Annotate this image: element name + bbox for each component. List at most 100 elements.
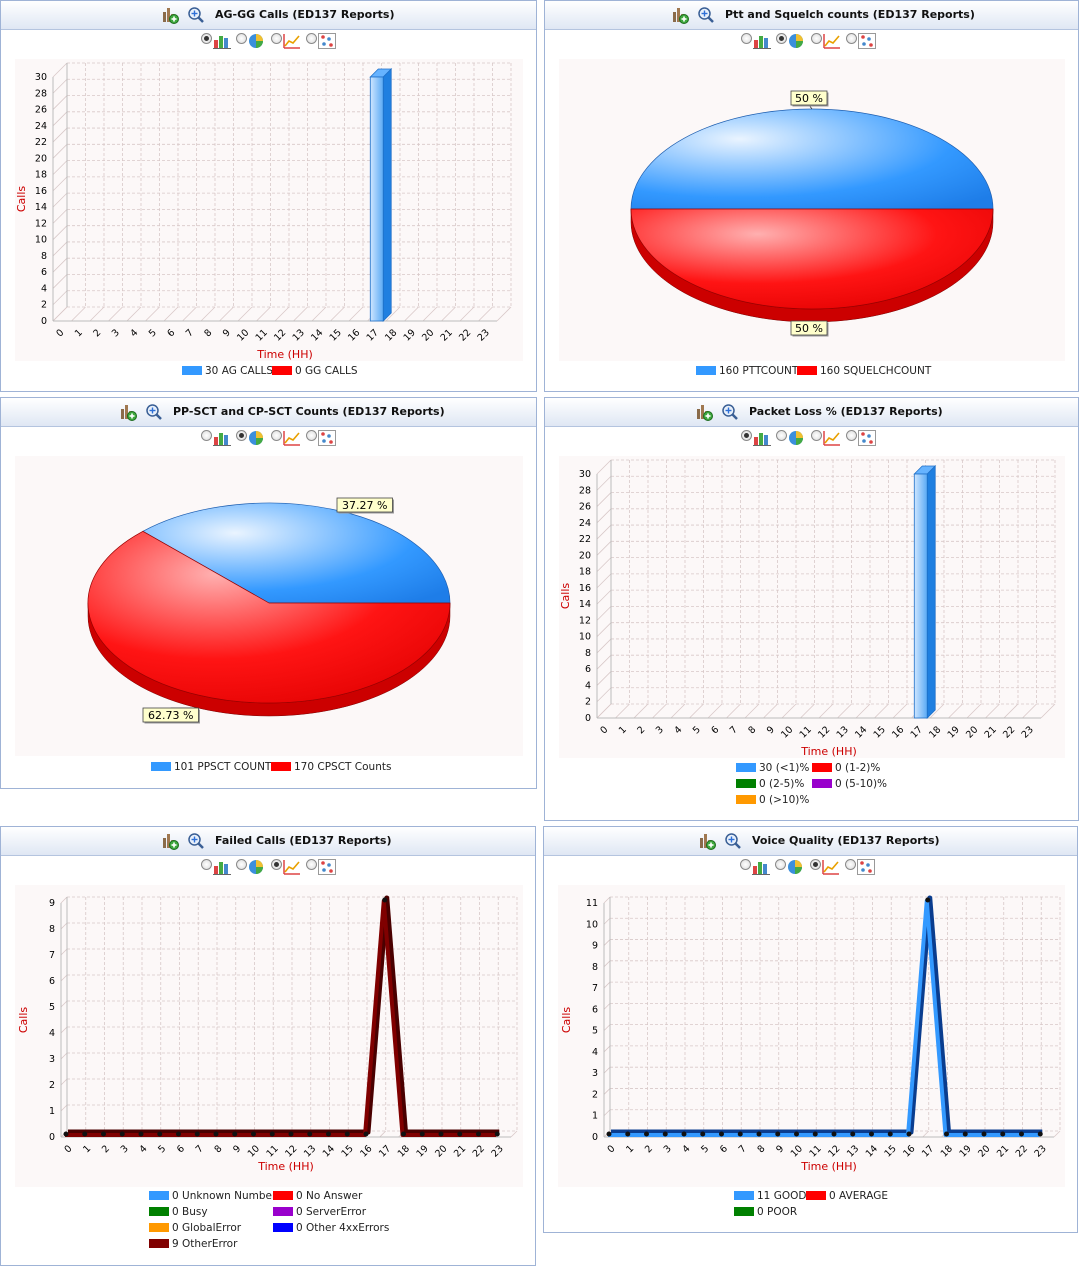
chart-type-radio[interactable] (776, 33, 787, 44)
chart-type-radio[interactable] (271, 33, 282, 44)
scatter-chart-icon[interactable] (858, 33, 876, 49)
chart-type-option-pie-chart[interactable] (236, 428, 284, 448)
chart-type-option-pie-chart[interactable] (776, 428, 824, 448)
chart-type-radio[interactable] (741, 33, 752, 44)
export-icon[interactable] (671, 6, 689, 24)
chart-type-radio[interactable] (776, 430, 787, 441)
legend-item[interactable]: 0 (>10)% (736, 794, 809, 806)
chart-type-option-line-chart[interactable] (811, 428, 859, 448)
chart-type-radio[interactable] (306, 859, 317, 870)
chart-type-option-scatter-chart[interactable] (306, 428, 354, 448)
chart-type-option-scatter-chart[interactable] (845, 857, 893, 877)
pie-chart-icon[interactable] (248, 859, 266, 875)
line-chart-icon[interactable] (823, 430, 841, 446)
chart-type-radio[interactable] (306, 430, 317, 441)
legend-item[interactable]: 0 POOR (734, 1206, 797, 1218)
line-chart-icon[interactable] (283, 33, 301, 49)
chart-type-option-bar-chart[interactable] (201, 857, 249, 877)
chart-type-radio[interactable] (236, 430, 247, 441)
bar-chart-icon[interactable] (213, 430, 231, 446)
legend-item[interactable]: 0 GlobalError (149, 1222, 241, 1234)
bar-chart-icon[interactable] (213, 859, 231, 875)
chart-type-radio[interactable] (775, 859, 786, 870)
scatter-chart-icon[interactable] (318, 430, 336, 446)
chart-type-radio[interactable] (811, 430, 822, 441)
chart-type-option-line-chart[interactable] (810, 857, 858, 877)
zoom-icon[interactable] (721, 403, 739, 421)
pie-chart-icon[interactable] (788, 430, 806, 446)
chart-type-option-scatter-chart[interactable] (846, 31, 894, 51)
chart-type-radio[interactable] (201, 859, 212, 870)
chart-type-radio[interactable] (740, 859, 751, 870)
legend-item[interactable]: 0 No Answer (273, 1190, 362, 1202)
chart-type-option-line-chart[interactable] (271, 857, 319, 877)
legend-item[interactable]: 170 CPSCT Counts (271, 761, 391, 773)
legend-item[interactable]: 0 AVERAGE (806, 1190, 888, 1202)
chart-type-radio[interactable] (201, 430, 212, 441)
line-chart-icon[interactable] (283, 430, 301, 446)
chart-type-radio[interactable] (811, 33, 822, 44)
chart-type-radio[interactable] (846, 430, 857, 441)
scatter-chart-icon[interactable] (858, 430, 876, 446)
legend-item[interactable]: 0 ServerError (273, 1206, 366, 1218)
export-icon[interactable] (119, 403, 137, 421)
chart-type-option-bar-chart[interactable] (201, 428, 249, 448)
zoom-icon[interactable] (187, 832, 205, 850)
chart-type-option-line-chart[interactable] (271, 428, 319, 448)
legend-item[interactable]: 0 (2-5)% (736, 778, 804, 790)
legend-item[interactable]: 160 PTTCOUNT (696, 365, 798, 377)
bar-chart-icon[interactable] (753, 33, 771, 49)
chart-type-option-pie-chart[interactable] (236, 857, 284, 877)
pie-chart-icon[interactable] (248, 430, 266, 446)
zoom-icon[interactable] (187, 6, 205, 24)
chart-type-radio[interactable] (741, 430, 752, 441)
legend-item[interactable]: 0 Unknown Number (149, 1190, 276, 1202)
line-chart-icon[interactable] (823, 33, 841, 49)
line-chart-icon[interactable] (822, 859, 840, 875)
chart-type-radio[interactable] (306, 33, 317, 44)
chart-type-option-bar-chart[interactable] (741, 428, 789, 448)
legend-item[interactable]: 30 AG CALLS (182, 365, 273, 377)
bar-chart-icon[interactable] (753, 430, 771, 446)
scatter-chart-icon[interactable] (318, 859, 336, 875)
legend-item[interactable]: 0 Other 4xxErrors (273, 1222, 389, 1234)
export-icon[interactable] (698, 832, 716, 850)
pie-chart-icon[interactable] (787, 859, 805, 875)
zoom-icon[interactable] (724, 832, 742, 850)
chart-type-radio[interactable] (236, 33, 247, 44)
chart-type-option-line-chart[interactable] (811, 31, 859, 51)
export-icon[interactable] (161, 6, 179, 24)
legend-item[interactable]: 0 Busy (149, 1206, 208, 1218)
pie-chart-icon[interactable] (248, 33, 266, 49)
chart-type-option-scatter-chart[interactable] (306, 31, 354, 51)
legend-item[interactable]: 0 GG CALLS (272, 365, 358, 377)
legend-item[interactable]: 9 OtherError (149, 1238, 237, 1250)
chart-type-option-bar-chart[interactable] (741, 31, 789, 51)
legend-item[interactable]: 11 GOOD (734, 1190, 806, 1202)
chart-type-radio[interactable] (201, 33, 212, 44)
export-icon[interactable] (161, 832, 179, 850)
chart-type-option-scatter-chart[interactable] (306, 857, 354, 877)
scatter-chart-icon[interactable] (857, 859, 875, 875)
scatter-chart-icon[interactable] (318, 33, 336, 49)
legend-item[interactable]: 30 (<1)% (736, 762, 809, 774)
chart-type-option-scatter-chart[interactable] (846, 428, 894, 448)
zoom-icon[interactable] (697, 6, 715, 24)
chart-type-option-pie-chart[interactable] (236, 31, 284, 51)
chart-type-radio[interactable] (810, 859, 821, 870)
chart-type-option-pie-chart[interactable] (776, 31, 824, 51)
chart-type-radio[interactable] (271, 859, 282, 870)
chart-type-option-bar-chart[interactable] (740, 857, 788, 877)
chart-type-radio[interactable] (845, 859, 856, 870)
export-icon[interactable] (695, 403, 713, 421)
bar-chart-icon[interactable] (213, 33, 231, 49)
chart-type-radio[interactable] (271, 430, 282, 441)
chart-type-radio[interactable] (846, 33, 857, 44)
legend-item[interactable]: 160 SQUELCHCOUNT (797, 365, 931, 377)
chart-type-radio[interactable] (236, 859, 247, 870)
line-chart-icon[interactable] (283, 859, 301, 875)
legend-item[interactable]: 101 PPSCT COUNT (151, 761, 271, 773)
chart-type-option-bar-chart[interactable] (201, 31, 249, 51)
pie-chart-icon[interactable] (788, 33, 806, 49)
chart-type-option-pie-chart[interactable] (775, 857, 823, 877)
